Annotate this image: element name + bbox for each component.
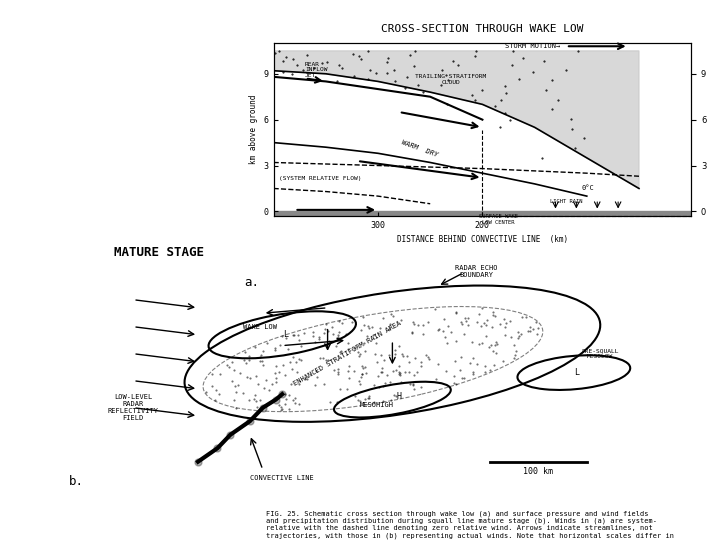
- Text: ENHANCED STRATIFORM RAIN AREA: ENHANCED STRATIFORM RAIN AREA: [292, 320, 402, 387]
- Polygon shape: [274, 51, 639, 188]
- Text: SURFACE WAKE
LOW CENTER: SURFACE WAKE LOW CENTER: [479, 214, 518, 225]
- Text: b.: b.: [68, 475, 84, 488]
- X-axis label: DISTANCE BEHIND CONVECTIVE LINE  (km): DISTANCE BEHIND CONVECTIVE LINE (km): [397, 235, 568, 245]
- Text: RADAR ECHO
BOUNDARY: RADAR ECHO BOUNDARY: [455, 265, 498, 278]
- Text: a.: a.: [244, 276, 259, 289]
- Text: (SYSTEM RELATIVE FLOW): (SYSTEM RELATIVE FLOW): [279, 176, 362, 181]
- Text: L: L: [575, 368, 580, 377]
- Text: 100 km: 100 km: [523, 467, 553, 476]
- Text: FIG. 25. Schematic cross section through wake low (a) and surface pressure and w: FIG. 25. Schematic cross section through…: [266, 510, 675, 540]
- Y-axis label: km above ground: km above ground: [249, 95, 258, 164]
- Text: MESOHIGH: MESOHIGH: [360, 402, 394, 408]
- Text: REAR
INFLOW
JET: REAR INFLOW JET: [305, 62, 328, 78]
- Text: LIGHT RAIN: LIGHT RAIN: [549, 199, 582, 204]
- Text: H: H: [397, 393, 401, 401]
- Text: PRE-SQUALL
MESOLOW: PRE-SQUALL MESOLOW: [581, 348, 618, 359]
- Text: CONVECTIVE LINE: CONVECTIVE LINE: [251, 475, 314, 481]
- Text: LOW-LEVEL
RADAR
REFLECTIVITY
FIELD: LOW-LEVEL RADAR REFLECTIVITY FIELD: [108, 394, 158, 421]
- Title: CROSS-SECTION THROUGH WAKE LOW: CROSS-SECTION THROUGH WAKE LOW: [381, 24, 584, 34]
- Text: WARM  DRY: WARM DRY: [401, 139, 438, 158]
- Text: STORM MOTION→: STORM MOTION→: [505, 43, 561, 49]
- Text: L: L: [283, 330, 288, 339]
- Text: MATURE STAGE: MATURE STAGE: [114, 246, 204, 259]
- Text: WAKE LOW: WAKE LOW: [243, 323, 277, 330]
- Text: 0°C: 0°C: [582, 185, 594, 192]
- Text: TRAILING STRATIFORM
CLOUD: TRAILING STRATIFORM CLOUD: [415, 74, 487, 85]
